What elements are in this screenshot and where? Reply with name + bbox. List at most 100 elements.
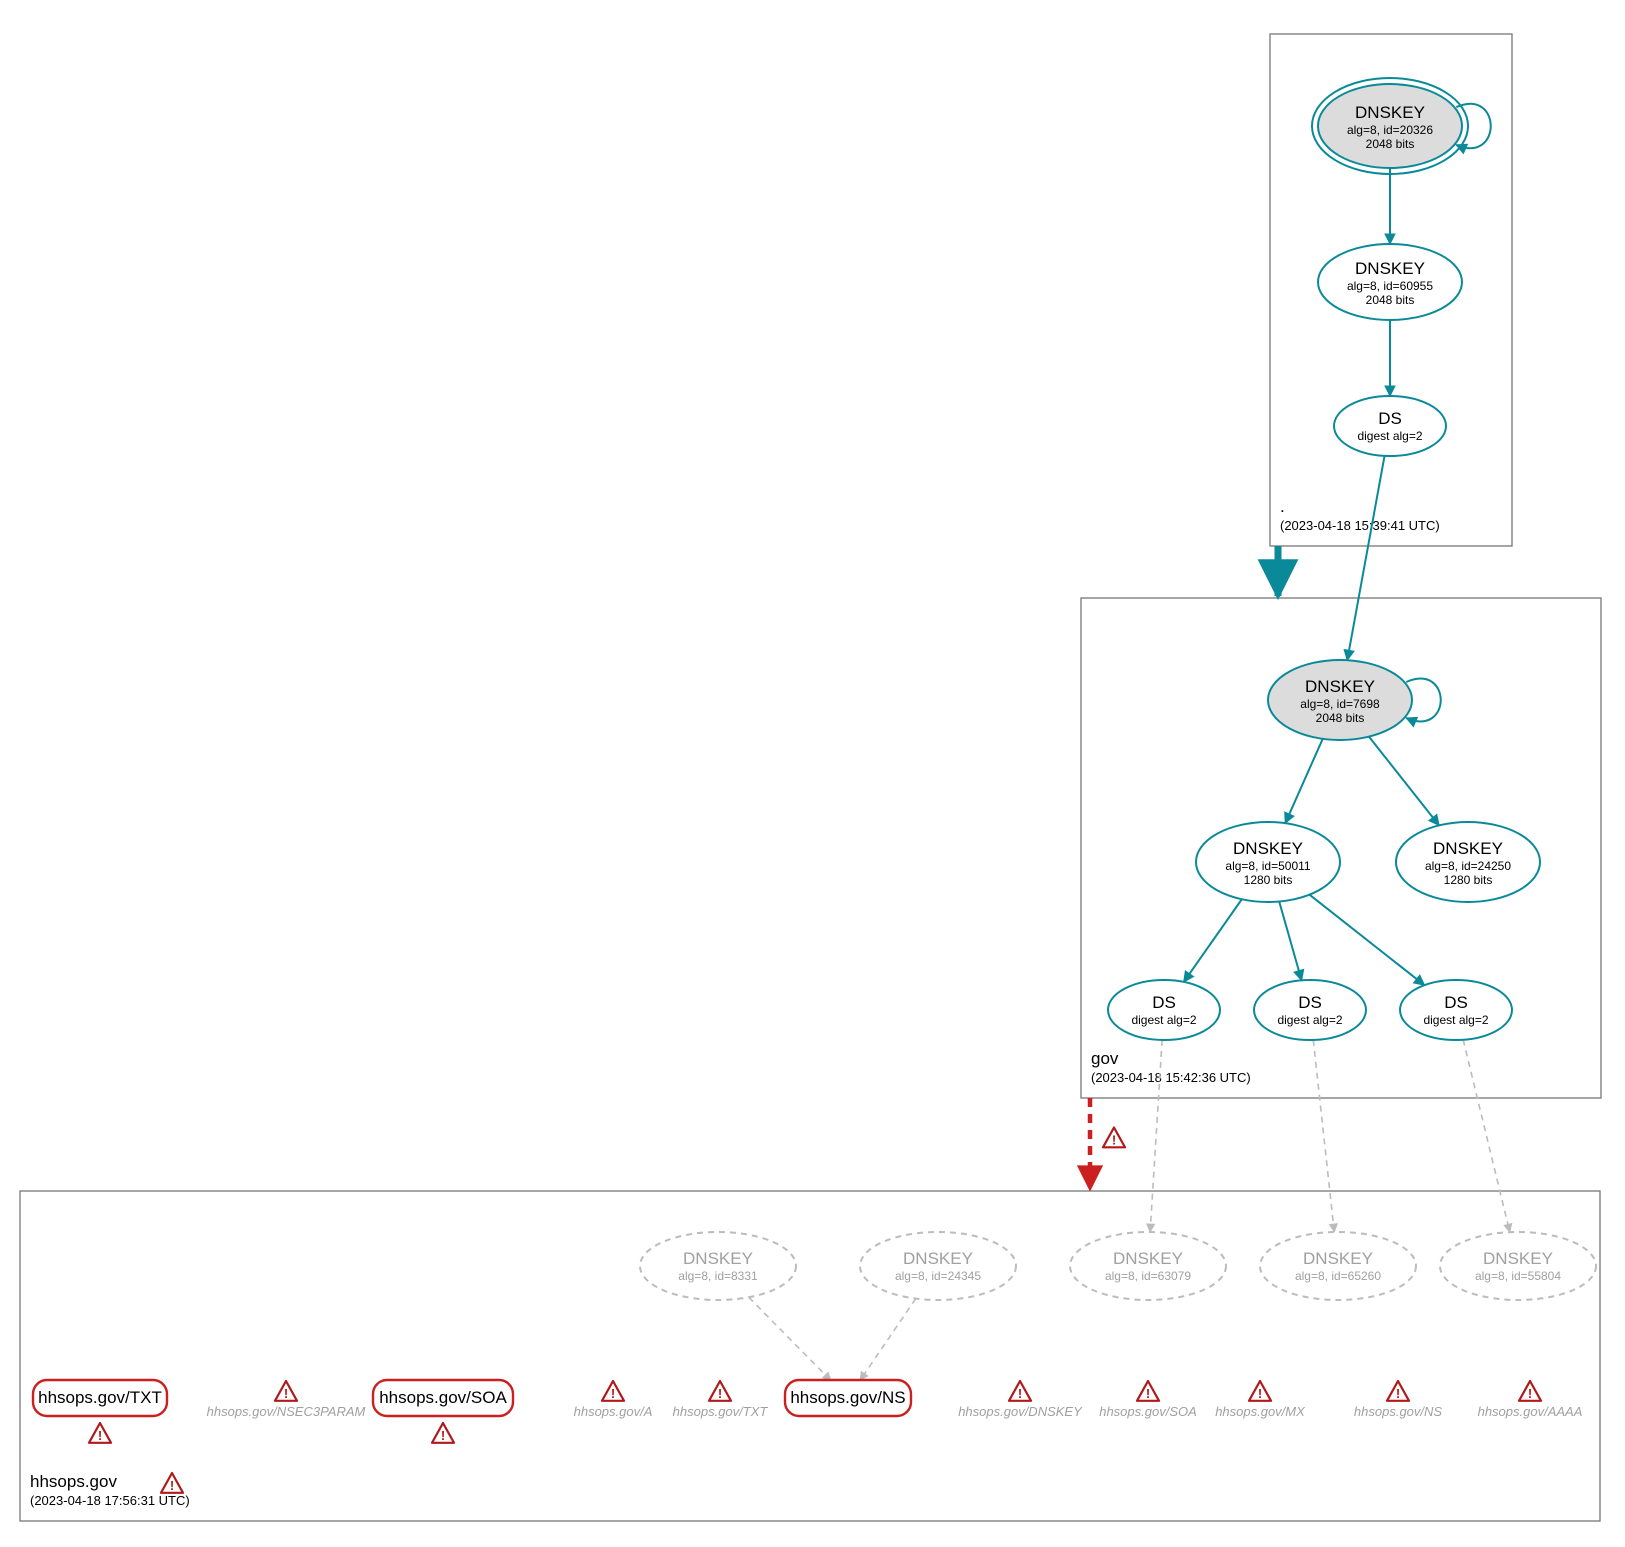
rrset-rr_txt[interactable]: hhsops.gov/TXT!	[33, 1380, 167, 1443]
node-gov_zsk1[interactable]: DNSKEYalg=8, id=500111280 bits	[1196, 822, 1340, 902]
node-sub2: 1280 bits	[1244, 873, 1293, 887]
node-sub1: digest alg=2	[1357, 429, 1422, 443]
node-gov_zsk2[interactable]: DNSKEYalg=8, id=242501280 bits	[1396, 822, 1540, 902]
edge-gov_ksk-gov_zsk1	[1285, 739, 1322, 823]
node-root_ds[interactable]: DSdigest alg=2	[1334, 396, 1446, 456]
rrset-rr_soa[interactable]: hhsops.gov/SOA!	[373, 1380, 513, 1443]
node-title: DNSKEY	[1355, 103, 1425, 122]
rrset-label: hhsops.gov/MX	[1215, 1404, 1306, 1419]
node-title: DNSKEY	[1113, 1249, 1183, 1268]
rrset-rr_ns[interactable]: hhsops.gov/NS	[785, 1380, 911, 1416]
svg-text:!: !	[1146, 1386, 1150, 1401]
node-hh_dk4[interactable]: DNSKEYalg=8, id=65260	[1260, 1232, 1416, 1300]
svg-text:!: !	[441, 1428, 445, 1443]
warning-icon: !	[275, 1381, 297, 1401]
warning-icon: !	[161, 1473, 183, 1493]
node-sub1: alg=8, id=55804	[1475, 1269, 1561, 1283]
svg-text:!: !	[1018, 1386, 1022, 1401]
warning-icon: !	[1387, 1381, 1409, 1401]
node-gov_ds1[interactable]: DSdigest alg=2	[1108, 980, 1220, 1040]
warning-icon: !	[1519, 1381, 1541, 1401]
edge-root_ds-gov_ksk	[1347, 456, 1384, 660]
node-title: DS	[1152, 993, 1176, 1012]
node-sub1: alg=8, id=24345	[895, 1269, 981, 1283]
node-sub1: digest alg=2	[1423, 1013, 1488, 1027]
edge-gov_zsk1-gov_ds2	[1279, 902, 1301, 981]
node-root_ksk[interactable]: DNSKEYalg=8, id=203262048 bits	[1312, 78, 1468, 174]
edge-gov_ksk-gov_zsk2	[1369, 737, 1439, 826]
rrset-gr_aaaa[interactable]: ! hhsops.gov/AAAA	[1478, 1381, 1583, 1419]
rrset-gr_ns[interactable]: ! hhsops.gov/NS	[1354, 1381, 1442, 1419]
node-title: DS	[1444, 993, 1468, 1012]
node-gov_ds3[interactable]: DSdigest alg=2	[1400, 980, 1512, 1040]
node-title: DNSKEY	[1305, 677, 1375, 696]
svg-text:!: !	[170, 1478, 174, 1493]
warning-icon: !	[1009, 1381, 1031, 1401]
svg-text:!: !	[611, 1386, 615, 1401]
node-sub1: alg=8, id=24250	[1425, 859, 1511, 873]
rrset-label: hhsops.gov/SOA	[379, 1388, 507, 1407]
node-sub1: alg=8, id=50011	[1225, 859, 1311, 873]
edge-hh_dk2-rr_ns	[860, 1299, 916, 1381]
rrset-label: hhsops.gov/NS	[1354, 1404, 1442, 1419]
node-root_zsk[interactable]: DNSKEYalg=8, id=609552048 bits	[1318, 244, 1462, 320]
node-title: DNSKEY	[683, 1249, 753, 1268]
zone-timestamp: (2023-04-18 15:39:41 UTC)	[1280, 518, 1440, 533]
rrset-gr_a[interactable]: ! hhsops.gov/A	[574, 1381, 653, 1419]
node-sub2: 2048 bits	[1366, 293, 1415, 307]
edge-gov_ds2-hh_dk4	[1313, 1040, 1334, 1232]
node-hh_dk5[interactable]: DNSKEYalg=8, id=55804	[1440, 1232, 1596, 1300]
node-sub2: 2048 bits	[1316, 711, 1365, 725]
node-sub1: alg=8, id=20326	[1347, 123, 1433, 137]
rrset-gr_nsec3[interactable]: ! hhsops.gov/NSEC3PARAM	[207, 1381, 366, 1419]
zone-timestamp: (2023-04-18 17:56:31 UTC)	[30, 1493, 190, 1508]
node-sub1: digest alg=2	[1277, 1013, 1342, 1027]
zone-label: hhsops.gov	[30, 1472, 117, 1491]
rrset-label: hhsops.gov/A	[574, 1404, 653, 1419]
node-hh_dk2[interactable]: DNSKEYalg=8, id=24345	[860, 1232, 1016, 1300]
svg-text:!: !	[1112, 1133, 1116, 1148]
node-title: DNSKEY	[1433, 839, 1503, 858]
warning-icon: !	[1137, 1381, 1159, 1401]
rrset-label: hhsops.gov/SOA	[1099, 1404, 1197, 1419]
svg-text:!: !	[1396, 1386, 1400, 1401]
rrset-label: hhsops.gov/TXT	[673, 1404, 769, 1419]
svg-text:!: !	[1528, 1386, 1532, 1401]
node-sub1: alg=8, id=7698	[1300, 697, 1380, 711]
svg-text:!: !	[284, 1386, 288, 1401]
svg-text:!: !	[718, 1386, 722, 1401]
rrset-gr_txt[interactable]: ! hhsops.gov/TXT	[673, 1381, 769, 1419]
zone-label: .	[1280, 497, 1285, 516]
node-title: DS	[1378, 409, 1402, 428]
node-sub2: 1280 bits	[1444, 873, 1493, 887]
node-gov_ds2[interactable]: DSdigest alg=2	[1254, 980, 1366, 1040]
warning-icon: !	[432, 1423, 454, 1443]
node-sub1: alg=8, id=63079	[1105, 1269, 1191, 1283]
node-title: DS	[1298, 993, 1322, 1012]
node-title: DNSKEY	[1355, 259, 1425, 278]
node-sub1: alg=8, id=65260	[1295, 1269, 1381, 1283]
warning-icon: !	[89, 1423, 111, 1443]
rrset-gr_soa[interactable]: ! hhsops.gov/SOA	[1099, 1381, 1197, 1419]
svg-text:!: !	[1258, 1386, 1262, 1401]
rrset-label: hhsops.gov/NSEC3PARAM	[207, 1404, 366, 1419]
zone-timestamp: (2023-04-18 15:42:36 UTC)	[1091, 1070, 1251, 1085]
node-sub2: 2048 bits	[1366, 137, 1415, 151]
rrset-label: hhsops.gov/AAAA	[1478, 1404, 1583, 1419]
warning-icon: !	[709, 1381, 731, 1401]
rrset-gr_mx[interactable]: ! hhsops.gov/MX	[1215, 1381, 1306, 1419]
edge-gov_zsk1-gov_ds1	[1184, 899, 1242, 982]
zone-label: gov	[1091, 1049, 1119, 1068]
rrset-label: hhsops.gov/TXT	[38, 1388, 162, 1407]
warning-icon: !	[602, 1381, 624, 1401]
rrset-gr_dnskey[interactable]: ! hhsops.gov/DNSKEY	[958, 1381, 1083, 1419]
node-gov_ksk[interactable]: DNSKEYalg=8, id=76982048 bits	[1268, 660, 1412, 740]
node-sub1: alg=8, id=8331	[678, 1269, 758, 1283]
node-hh_dk1[interactable]: DNSKEYalg=8, id=8331	[640, 1232, 796, 1300]
edge-gov_ds3-hh_dk5	[1463, 1040, 1510, 1232]
node-hh_dk3[interactable]: DNSKEYalg=8, id=63079	[1070, 1232, 1226, 1300]
edge-hh_dk1-rr_ns	[749, 1297, 831, 1380]
rrset-label: hhsops.gov/DNSKEY	[958, 1404, 1083, 1419]
node-title: DNSKEY	[1483, 1249, 1553, 1268]
node-title: DNSKEY	[1233, 839, 1303, 858]
